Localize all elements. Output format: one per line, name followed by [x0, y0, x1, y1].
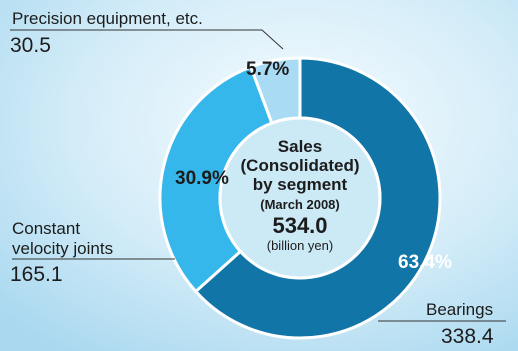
value-label-bearings: 338.4 — [441, 325, 494, 348]
category-label-cvj-line1: Constant — [12, 219, 81, 238]
data-label-precision: 5.7% — [246, 59, 289, 80]
center-total: 534.0 — [272, 213, 328, 238]
value-label-precision: 30.5 — [10, 34, 51, 57]
center-title-line2: (Consolidated) — [240, 156, 360, 175]
value-label-cvj: 165.1 — [10, 263, 63, 286]
center-disc — [218, 116, 382, 280]
data-label-cvj: 30.9% — [175, 168, 229, 189]
leader-lines — [10, 29, 506, 322]
center-title-line1: Sales — [277, 137, 323, 156]
donut-slices — [158, 56, 442, 340]
category-label-precision: Precision equipment, etc. — [12, 9, 203, 28]
category-label-cvj-line2: velocity joints — [12, 239, 114, 258]
center-date: (March 2008) — [260, 197, 340, 212]
center-title-line3: by segment — [252, 175, 348, 194]
data-label-bearings: 63.4% — [398, 252, 452, 273]
category-label-bearings: Bearings — [426, 300, 494, 319]
center-unit: (billion yen) — [266, 238, 334, 253]
leader-line-precision — [10, 29, 284, 50]
